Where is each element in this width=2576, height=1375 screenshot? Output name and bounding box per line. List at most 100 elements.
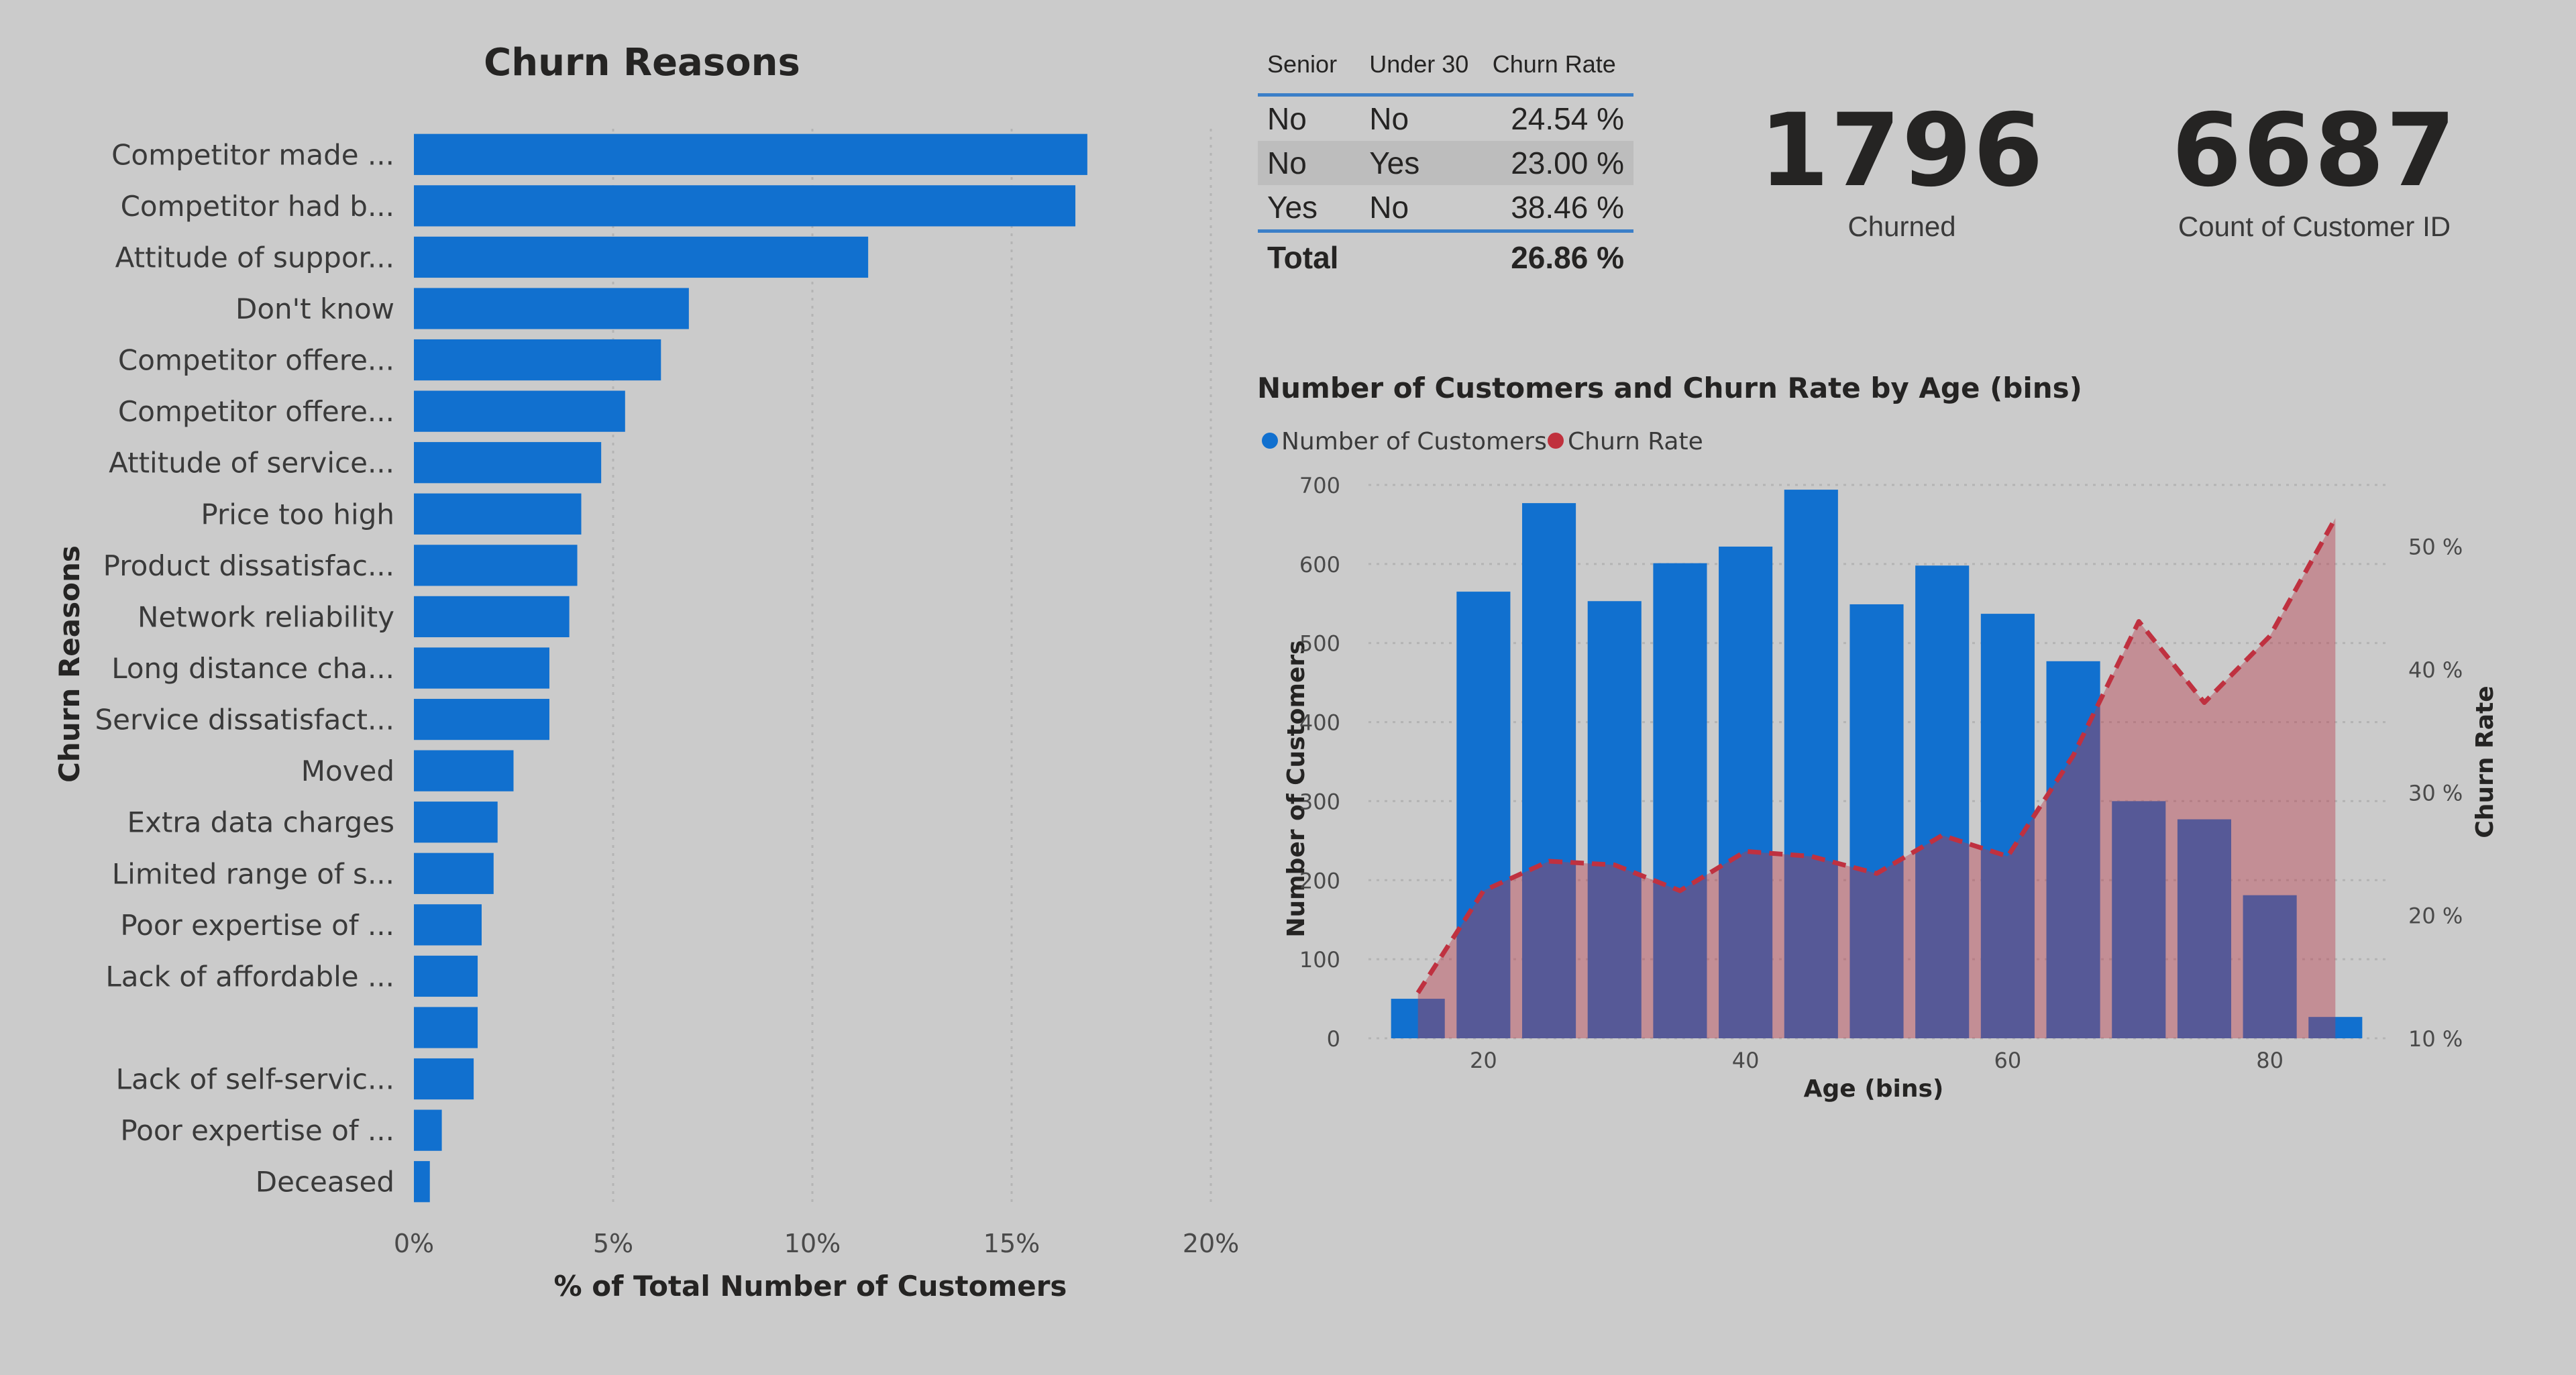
bar[interactable] [414, 185, 1076, 227]
total-churn-rate: 26.86 % [1483, 229, 1633, 282]
customer-bar[interactable] [1849, 604, 1904, 1038]
category-label: Extra data charges [127, 806, 394, 839]
under-30-cell: No [1369, 190, 1409, 225]
bar[interactable] [414, 1058, 474, 1100]
customer-bar[interactable] [1784, 490, 1838, 1038]
y-axis-title: Number of Customers [1283, 640, 1310, 937]
y-tick-label: 500 [1299, 631, 1340, 657]
senior-cell: Yes [1267, 190, 1318, 225]
category-label: Limited range of s... [112, 857, 394, 890]
category-label: Lack of self-servic... [116, 1063, 394, 1096]
y-tick-label: 400 [1299, 710, 1340, 736]
bar[interactable] [414, 339, 661, 381]
y-tick-label: 100 [1299, 947, 1340, 973]
y2-tick-label: 50 % [2408, 535, 2463, 560]
legend-marker-churn-rate [1548, 433, 1564, 449]
bar[interactable] [414, 698, 549, 740]
y-axis-title: Churn Reasons [53, 545, 86, 783]
churn-rate-line[interactable] [1415, 516, 2338, 995]
customer-bar[interactable] [1391, 999, 1445, 1038]
bar[interactable] [414, 802, 498, 843]
table-header-row: Senior Under 30 Churn Rate [1258, 50, 1633, 97]
category-label: Price too high [201, 498, 394, 531]
customer-bar[interactable] [1915, 565, 1970, 1038]
x-tick-label: 5% [593, 1229, 633, 1258]
category-label: Attitude of service... [109, 447, 394, 480]
y2-tick-label: 20 % [2408, 903, 2463, 929]
churn-rate-cell: 24.54 % [1511, 101, 1624, 136]
senior-cell: No [1267, 101, 1307, 136]
y2-tick-label: 40 % [2408, 657, 2463, 683]
bar[interactable] [414, 288, 689, 329]
table-row: Yes No 38.46 % [1258, 185, 1633, 231]
bar[interactable] [414, 596, 570, 638]
bar[interactable] [414, 750, 514, 791]
bar[interactable] [414, 390, 625, 432]
churn-reasons-chart: Churn Reasons Churn Reasons % of Total N… [53, 41, 1239, 1303]
customer-bar[interactable] [1456, 592, 1511, 1038]
churn-rate-cell: 23.00 % [1483, 141, 1633, 185]
bar[interactable] [414, 545, 578, 586]
category-label: Product dissatisfac... [103, 549, 394, 582]
churned-card: 1796 Churned [1717, 101, 2086, 243]
table-row: No Yes 23.00 % [1258, 141, 1633, 185]
customer-bar[interactable] [2308, 1017, 2363, 1038]
age-combo-chart: Number of Customers and Churn Rate by Ag… [1257, 372, 2496, 1103]
x-tick-label: 80 [2256, 1048, 2284, 1073]
under-30-cell: Yes [1360, 141, 1483, 185]
churn-rate-table: Senior Under 30 Churn Rate No No 24.54 %… [1258, 50, 1633, 282]
legend-label-churn-rate[interactable]: Churn Rate [1568, 428, 1703, 455]
bar[interactable] [414, 647, 549, 689]
y2-tick-label: 30 % [2408, 780, 2463, 806]
x-axis-title: % of Total Number of Customers [554, 1270, 1067, 1303]
x-tick-label: 0% [394, 1229, 434, 1258]
category-label: Competitor offere... [118, 344, 394, 377]
bar[interactable] [414, 236, 869, 278]
customer-bar[interactable] [1719, 546, 1773, 1038]
under-30-cell: No [1369, 101, 1409, 136]
y-tick-label: 700 [1299, 473, 1340, 498]
bar[interactable] [414, 1007, 478, 1048]
x-tick-label: 40 [1732, 1048, 1760, 1073]
legend-label-customers[interactable]: Number of Customers [1281, 428, 1547, 455]
category-label: Competitor made ... [111, 138, 394, 171]
bar[interactable] [414, 955, 478, 997]
total-empty-cell [1360, 229, 1483, 282]
customer-count-label: Count of Customer ID [2178, 211, 2451, 242]
y-tick-label: 300 [1299, 789, 1340, 814]
legend-marker-customers [1262, 433, 1278, 449]
table-row: No No 24.54 % [1258, 95, 1633, 142]
chart-title: Number of Customers and Churn Rate by Ag… [1257, 372, 2082, 404]
bar[interactable] [414, 493, 582, 535]
customer-count-value: 6687 [2171, 93, 2457, 209]
x-tick-label: 20 [1470, 1048, 1497, 1073]
customer-bar[interactable] [2177, 819, 2231, 1038]
bar[interactable] [414, 133, 1087, 175]
table-total-row: Total 26.86 % [1258, 229, 1633, 282]
customer-bar[interactable] [1522, 503, 1576, 1038]
churned-label: Churned [1847, 211, 1956, 242]
bar[interactable] [414, 904, 482, 946]
column-header-senior[interactable]: Senior [1258, 50, 1360, 97]
total-label: Total [1258, 229, 1360, 282]
customer-bar[interactable] [2112, 801, 2166, 1038]
category-label: Moved [301, 755, 394, 787]
category-label: Attitude of suppor... [115, 241, 394, 274]
senior-cell: No [1258, 141, 1360, 185]
customer-bar[interactable] [1653, 563, 1707, 1038]
bar[interactable] [414, 1109, 442, 1151]
y-tick-label: 200 [1299, 868, 1340, 893]
column-header-under-30[interactable]: Under 30 [1360, 50, 1483, 97]
customer-bar[interactable] [2243, 895, 2297, 1038]
y-tick-label: 600 [1299, 552, 1340, 578]
y2-axis-title: Churn Rate [2471, 685, 2496, 838]
category-label: Network reliability [138, 600, 394, 633]
x-tick-label: 10% [784, 1229, 841, 1258]
bar[interactable] [414, 1161, 430, 1203]
y-tick-label: 0 [1327, 1026, 1340, 1052]
bar[interactable] [414, 442, 602, 484]
column-header-churn-rate[interactable]: Churn Rate [1483, 50, 1633, 97]
churned-value: 1796 [1759, 93, 2045, 209]
customer-bar[interactable] [1587, 601, 1642, 1038]
bar[interactable] [414, 852, 494, 894]
